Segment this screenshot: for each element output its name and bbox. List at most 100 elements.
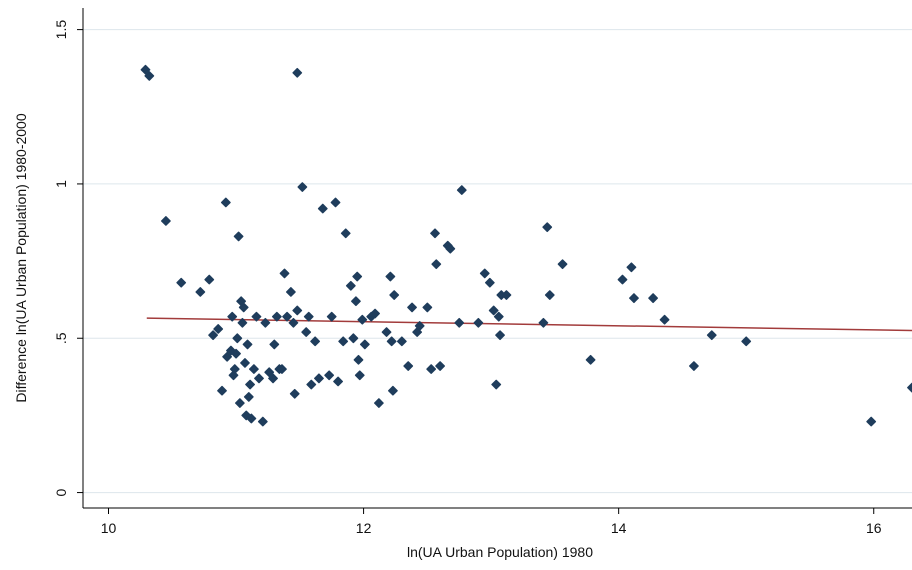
- data-point: [866, 416, 877, 427]
- data-point: [285, 287, 296, 297]
- data-point: [386, 336, 397, 347]
- data-point: [741, 336, 752, 347]
- fit-line-group: [146, 317, 912, 332]
- data-point: [229, 364, 240, 375]
- data-point: [208, 330, 218, 341]
- y-tick-label: 1.5: [53, 20, 69, 40]
- data-point: [271, 311, 282, 322]
- data-point: [381, 327, 392, 337]
- data-point: [689, 361, 699, 371]
- data-point: [176, 277, 187, 288]
- data-point: [269, 339, 280, 350]
- data-point: [493, 311, 504, 322]
- data-point: [144, 71, 155, 81]
- data-point: [538, 317, 549, 328]
- data-point: [373, 398, 384, 408]
- data-point: [242, 339, 253, 350]
- data-point: [279, 268, 290, 279]
- data-point: [238, 302, 249, 313]
- data-point: [314, 373, 324, 384]
- data-point: [388, 385, 398, 396]
- data-point: [430, 228, 440, 239]
- data-point: [544, 290, 555, 300]
- data-point: [907, 382, 912, 393]
- data-point: [222, 351, 233, 362]
- y-tick-label: 0: [53, 488, 69, 496]
- data-point: [473, 317, 484, 328]
- data-point: [414, 321, 425, 331]
- data-point: [231, 348, 241, 359]
- data-point: [317, 203, 328, 214]
- data-point: [403, 361, 414, 371]
- data-point: [426, 364, 437, 375]
- data-point: [289, 388, 300, 399]
- data-point: [542, 222, 553, 233]
- data-point: [303, 311, 314, 322]
- data-point: [249, 364, 259, 375]
- data-point: [479, 268, 490, 279]
- data-point: [237, 317, 248, 328]
- data-point: [204, 274, 215, 285]
- data-point: [370, 308, 380, 319]
- data-point: [359, 339, 370, 350]
- gridlines: [83, 29, 912, 494]
- data-point: [491, 379, 502, 390]
- data-point: [357, 314, 368, 325]
- data-point: [297, 182, 308, 192]
- data-point: [324, 370, 335, 381]
- data-point: [310, 336, 321, 347]
- data-point: [354, 370, 365, 381]
- data-point: [353, 354, 364, 365]
- y-tick-label: 1: [53, 180, 69, 188]
- data-point: [301, 327, 312, 337]
- data-point: [629, 293, 639, 304]
- data-point: [396, 336, 407, 347]
- data-point: [338, 336, 349, 347]
- data-point: [352, 271, 363, 282]
- data-point: [706, 330, 717, 341]
- data-point: [140, 64, 151, 75]
- data-point: [217, 385, 227, 396]
- data-point: [454, 317, 465, 328]
- data-point: [330, 197, 341, 208]
- data-point: [617, 274, 628, 285]
- data-point: [233, 231, 244, 242]
- data-point: [431, 259, 442, 270]
- data-point: [345, 280, 356, 291]
- data-point: [389, 290, 400, 300]
- data-point: [422, 302, 433, 313]
- data-point: [488, 305, 499, 316]
- data-point: [626, 262, 637, 273]
- data-point: [351, 296, 361, 307]
- data-point: [648, 293, 658, 304]
- x-tick-label: 16: [866, 520, 882, 536]
- data-point: [445, 243, 456, 254]
- data-point: [251, 311, 262, 322]
- x-tick-label: 12: [356, 520, 372, 536]
- data-point: [264, 367, 275, 378]
- fit-line: [146, 317, 912, 332]
- y-axis-title: Difference ln(UA Urban Population) 1980-…: [13, 113, 29, 402]
- x-axis-title: ln(UA Urban Population) 1980: [407, 544, 593, 560]
- data-point: [232, 333, 243, 344]
- data-point: [260, 317, 271, 328]
- data-point: [288, 317, 299, 328]
- data-point: [292, 305, 303, 316]
- data-point: [161, 216, 171, 226]
- data-point: [557, 259, 568, 270]
- data-point: [282, 311, 292, 322]
- data-point: [585, 354, 596, 365]
- x-tick-label: 10: [101, 520, 117, 536]
- data-point: [435, 361, 446, 371]
- data-point: [195, 287, 206, 297]
- data-point: [268, 373, 278, 384]
- y-tick-label: .5: [53, 332, 69, 344]
- data-point: [220, 197, 231, 208]
- data-point: [348, 333, 359, 344]
- data-point: [243, 391, 254, 402]
- data-point: [306, 379, 317, 390]
- data-point: [326, 311, 337, 322]
- data-point: [246, 413, 257, 424]
- data-point: [659, 314, 670, 325]
